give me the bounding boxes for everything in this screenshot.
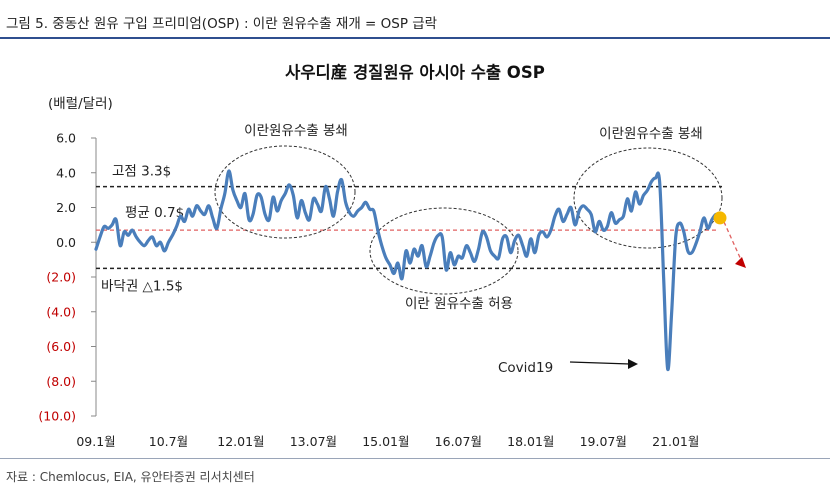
x-tick-label: 18.01월 xyxy=(507,434,554,449)
trend-arrow-head xyxy=(735,257,746,268)
annotation-iran-ban-2: 이란원유수출 봉쇄 xyxy=(599,126,703,142)
ref-label-avg: 평균 0.7$ xyxy=(125,205,184,221)
annotation-covid: Covid19 xyxy=(498,360,553,376)
source-note: 자료 : Chemlocus, EIA, 유안타증권 리서치센터 xyxy=(6,470,255,484)
covid-arrow-head xyxy=(628,359,638,369)
x-tick-label: 21.01월 xyxy=(652,434,699,449)
y-tick-label: (2.0) xyxy=(46,270,76,285)
ellipse-iran-allow xyxy=(369,207,519,295)
trend-arrow-line xyxy=(723,221,743,263)
y-tick-label: (8.0) xyxy=(46,374,76,389)
ref-label-high: 고점 3.3$ xyxy=(112,164,171,180)
y-tick-label: (6.0) xyxy=(46,339,76,354)
x-tick-label: 16.07월 xyxy=(435,434,482,449)
y-tick-label: 0.0 xyxy=(56,235,76,250)
chart-title: 사우디産 경질원유 아시아 수출 OSP xyxy=(285,62,545,82)
x-tick-label: 15.01월 xyxy=(362,434,409,449)
ref-label-bg xyxy=(122,204,190,222)
latest-point-dot xyxy=(713,211,727,225)
x-tick-label: 12.01월 xyxy=(217,434,264,449)
covid-arrow-line xyxy=(569,361,631,365)
x-tick-label: 10.7월 xyxy=(149,434,188,449)
ellipse-iran-ban-2 xyxy=(573,147,723,249)
x-tick-label: 13.07월 xyxy=(290,434,337,449)
series-line-osp xyxy=(94,169,722,371)
caption-divider xyxy=(0,37,830,39)
figure-caption: 그림 5. 중동산 원유 구입 프리미엄(OSP) : 이란 원유수출 재개 =… xyxy=(6,16,438,32)
x-tick-label: 09.1월 xyxy=(76,434,115,449)
y-tick-label: (4.0) xyxy=(46,304,76,319)
y-tick-label: (10.0) xyxy=(38,409,76,424)
ellipse-iran-ban-1 xyxy=(214,145,356,239)
x-tick-label: 19.07월 xyxy=(580,434,627,449)
annotation-iran-allow: 이란 원유수출 허용 xyxy=(405,296,513,312)
ref-label-low: 바닥권 △1.5$ xyxy=(101,278,183,294)
y-tick-label: 2.0 xyxy=(56,200,76,215)
source-divider xyxy=(0,458,830,459)
y-tick-label: 6.0 xyxy=(56,131,76,146)
y-axis-unit-label: (배럴/달러) xyxy=(48,96,113,112)
y-tick-label: 4.0 xyxy=(56,165,76,180)
annotation-iran-ban-1: 이란원유수출 봉쇄 xyxy=(244,123,348,139)
